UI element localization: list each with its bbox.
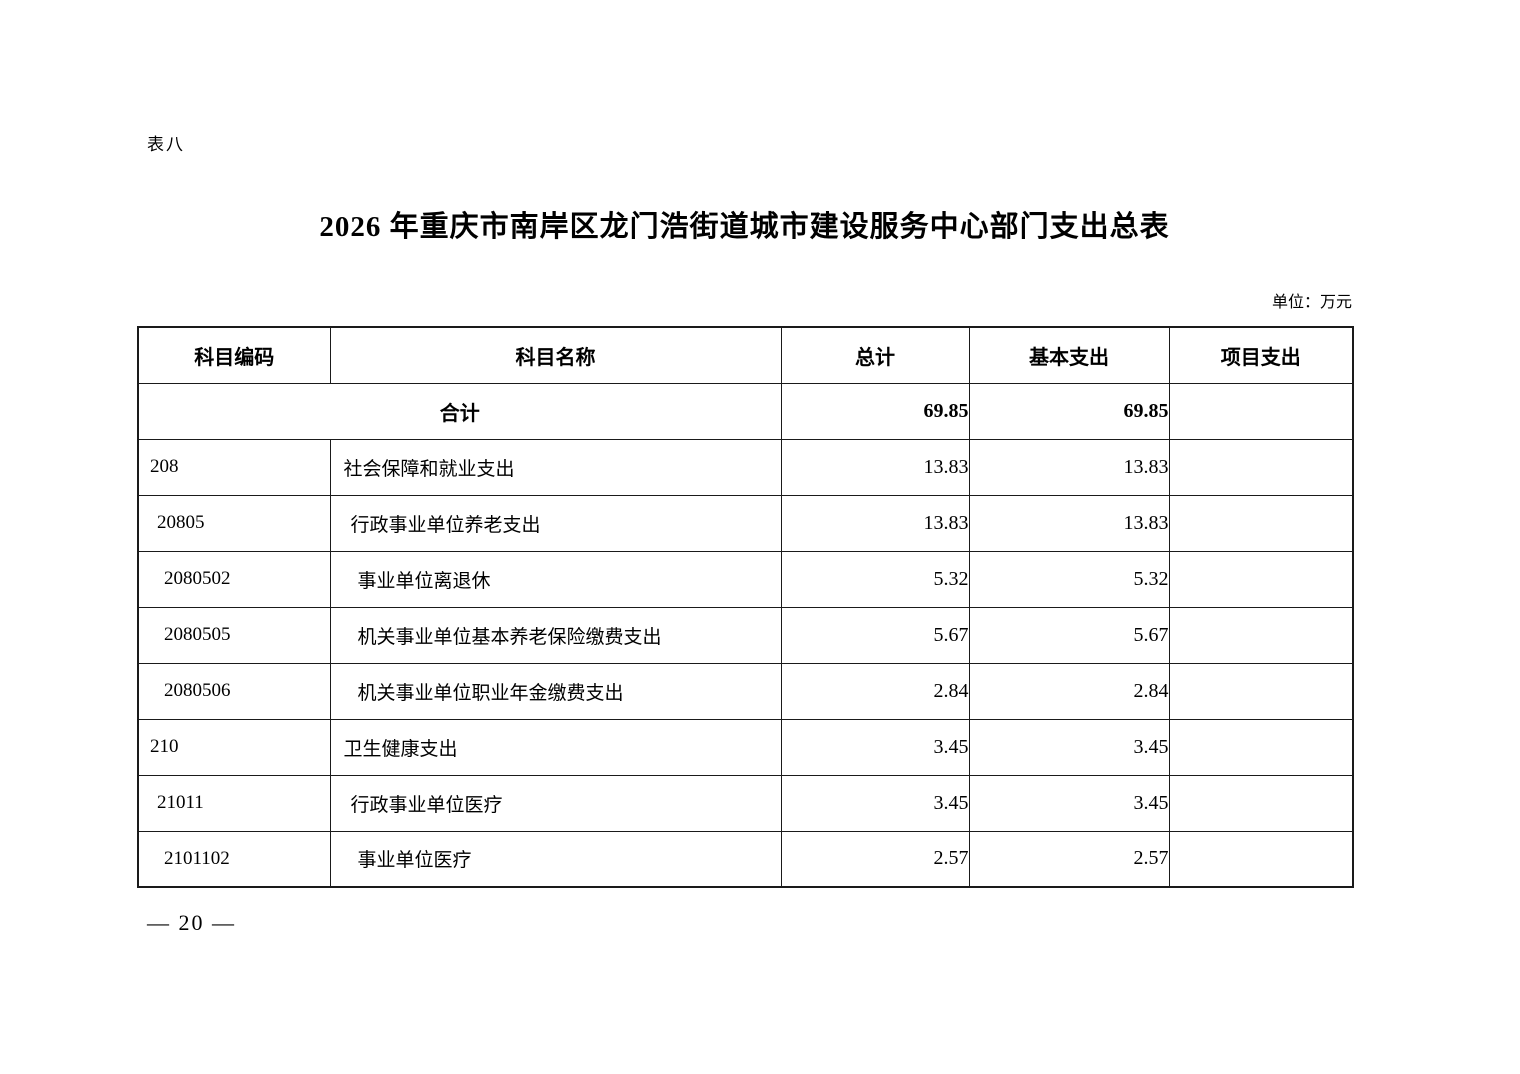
total-basic-value: 69.85 [968,382,1170,440]
subject-name: 社会保障和就业支出 [329,438,782,496]
subject-code: 2080505 [137,606,331,664]
table-row: 2080506 机关事业单位职业年金缴费支出 2.84 2.84 [137,662,1354,720]
table-row: 20805 行政事业单位养老支出 13.83 13.83 [137,494,1354,552]
basic-value: 5.32 [968,550,1170,608]
total-project-value [1168,382,1354,440]
total-row: 合计 69.85 69.85 [137,382,1354,440]
col-header-total: 总计 [780,326,970,384]
unit-note: 单位：万元 [1271,294,1352,311]
project-value [1168,606,1354,664]
table-row: 2101102 事业单位医疗 2.57 2.57 [137,830,1354,888]
project-value [1168,438,1354,496]
project-value [1168,662,1354,720]
table-row: 2080505 机关事业单位基本养老保险缴费支出 5.67 5.67 [137,606,1354,664]
col-header-basic: 基本支出 [968,326,1170,384]
subject-code: 2080506 [137,662,331,720]
col-header-subject-code: 科目编码 [137,326,331,384]
table-row: 210 卫生健康支出 3.45 3.45 [137,718,1354,776]
subject-name: 行政事业单位医疗 [329,774,782,832]
total-value: 3.45 [780,774,970,832]
table-row: 21011 行政事业单位医疗 3.45 3.45 [137,774,1354,832]
total-value: 13.83 [780,494,970,552]
subject-code: 210 [137,718,331,776]
basic-value: 2.84 [968,662,1170,720]
total-value: 2.84 [780,662,970,720]
basic-value: 2.57 [968,830,1170,888]
total-value: 5.32 [780,550,970,608]
subject-name: 机关事业单位职业年金缴费支出 [329,662,782,720]
expenditure-table: 科目编码 科目名称 总计 基本支出 项目支出 合计 69.85 69.85 208 社会… [137,326,1354,888]
basic-value: 3.45 [968,774,1170,832]
project-value [1168,830,1354,888]
basic-value: 13.83 [968,438,1170,496]
subject-code: 2080502 [137,550,331,608]
total-value: 13.83 [780,438,970,496]
subject-code: 208 [137,438,331,496]
basic-value: 3.45 [968,718,1170,776]
total-label: 合计 [137,382,782,440]
total-grand-value: 69.85 [780,382,970,440]
header-row: 科目编码 科目名称 总计 基本支出 项目支出 [137,326,1354,384]
subject-name: 卫生健康支出 [329,718,782,776]
project-value [1168,550,1354,608]
table-number-label: 表八 [147,135,185,154]
basic-value: 5.67 [968,606,1170,664]
subject-name: 事业单位医疗 [329,830,782,888]
page-title: 2026 年重庆市南岸区龙门浩街道城市建设服务中心部门支出总表 [319,211,1170,243]
col-header-subject-name: 科目名称 [329,326,782,384]
subject-name: 机关事业单位基本养老保险缴费支出 [329,606,782,664]
table-row: 208 社会保障和就业支出 13.83 13.83 [137,438,1354,496]
col-header-project: 项目支出 [1168,326,1354,384]
total-value: 5.67 [780,606,970,664]
subject-code: 20805 [137,494,331,552]
project-value [1168,718,1354,776]
total-value: 3.45 [780,718,970,776]
subject-name: 事业单位离退休 [329,550,782,608]
basic-value: 13.83 [968,494,1170,552]
subject-code: 2101102 [137,830,331,888]
total-value: 2.57 [780,830,970,888]
table-body: 合计 69.85 69.85 208 社会保障和就业支出 13.83 13.83 20805 行… [137,382,1354,888]
subject-code: 21011 [137,774,331,832]
page-number: — 20 — [147,910,236,935]
project-value [1168,774,1354,832]
subject-name: 行政事业单位养老支出 [329,494,782,552]
project-value [1168,494,1354,552]
table-row: 2080502 事业单位离退休 5.32 5.32 [137,550,1354,608]
